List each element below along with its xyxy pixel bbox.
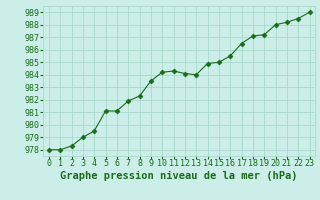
- X-axis label: Graphe pression niveau de la mer (hPa): Graphe pression niveau de la mer (hPa): [60, 171, 298, 181]
